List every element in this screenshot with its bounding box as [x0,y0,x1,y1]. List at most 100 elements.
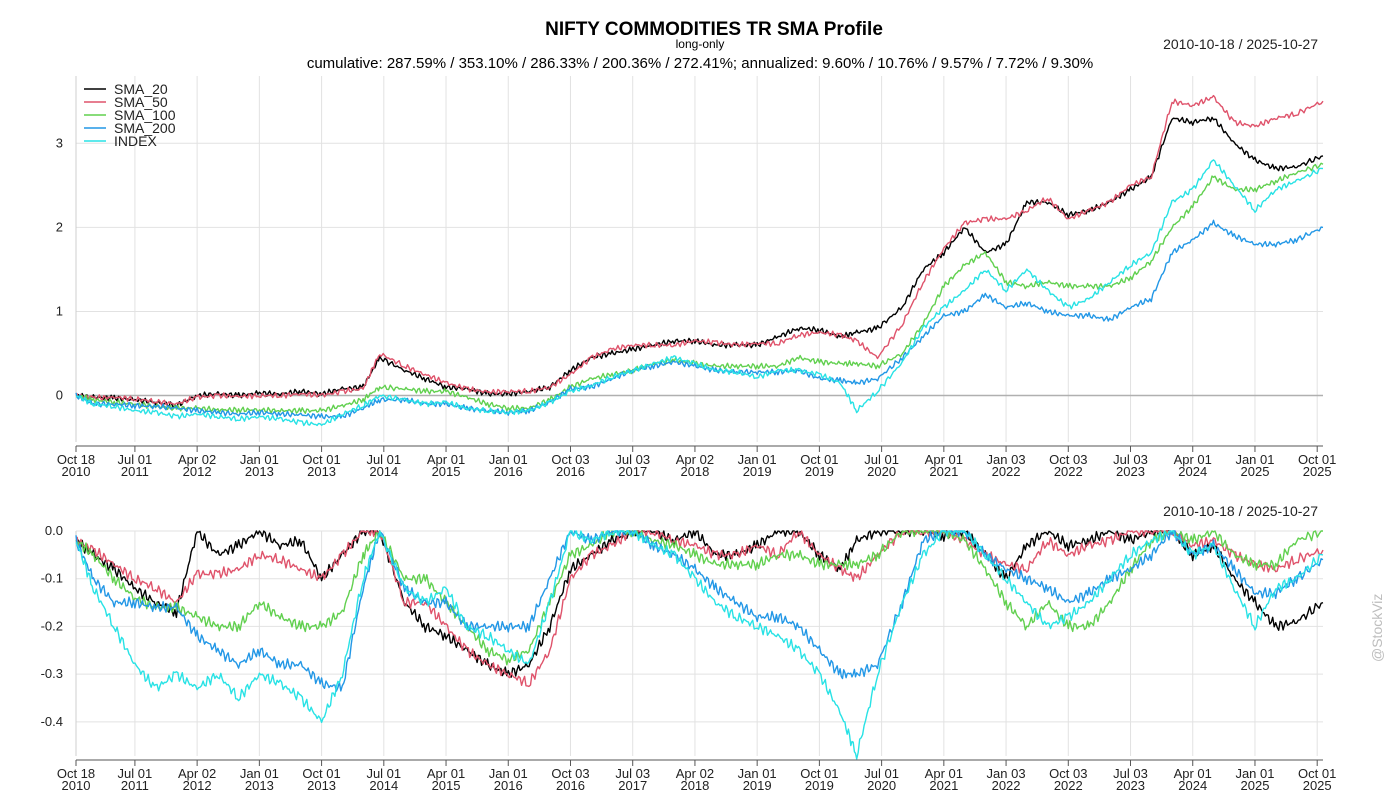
legend-label: SMA_50 [114,94,168,110]
x-tick-label: 2016 [556,464,585,479]
x-tick-label: 2018 [680,464,709,479]
x-tick-label: Jul 03 [615,452,650,467]
x-tick-label: 2024 [1178,464,1207,479]
series-line-index [75,159,1324,427]
x-tick-label: 2013 [307,778,336,793]
x-tick-label: 2016 [494,464,523,479]
x-tick-label: Oct 01 [302,766,340,781]
y-tick-label: 2 [56,219,63,234]
x-tick-label: 2022 [1054,778,1083,793]
x-tick-label: 2022 [992,464,1021,479]
x-tick-label: 2018 [680,778,709,793]
x-tick-label: Jan 01 [1235,452,1274,467]
x-tick-label: 2014 [369,464,398,479]
x-tick-label: 2019 [805,778,834,793]
legend-label: SMA_200 [114,120,176,136]
x-tick-label: Apr 01 [925,452,963,467]
x-tick-label: 2013 [245,464,274,479]
legend-label: SMA_100 [114,107,176,123]
bottom-date-range: 2010-10-18 / 2025-10-27 [1163,503,1318,519]
series-line-sma-20 [75,530,1324,678]
x-tick-label: 2023 [1116,464,1145,479]
y-tick-label: 3 [56,135,63,150]
x-tick-label: 2010 [62,778,91,793]
x-tick-label: Jul 03 [1113,452,1148,467]
x-tick-label: Apr 02 [178,452,216,467]
x-tick-label: Apr 01 [427,766,465,781]
x-tick-label: Oct 03 [1049,766,1087,781]
x-tick-label: 2020 [867,464,896,479]
watermark: @StockViz [1369,594,1385,662]
x-tick-label: Jan 01 [489,452,528,467]
x-tick-label: Oct 03 [551,452,589,467]
x-tick-label: 2023 [1116,778,1145,793]
x-tick-label: Jan 01 [240,766,279,781]
x-tick-label: Oct 01 [1298,766,1336,781]
x-tick-label: Jan 03 [987,766,1026,781]
legend-label: SMA_20 [114,81,168,97]
x-tick-label: Jul 01 [366,766,401,781]
x-tick-label: 2021 [929,778,958,793]
series-line-sma-200 [75,219,1324,420]
x-tick-label: Jul 01 [864,766,899,781]
x-tick-label: Apr 02 [676,766,714,781]
x-tick-label: Jan 03 [987,452,1026,467]
x-tick-label: 2019 [743,464,772,479]
x-tick-label: 2019 [743,778,772,793]
x-tick-label: 2021 [929,464,958,479]
x-tick-label: Jul 03 [1113,766,1148,781]
x-tick-label: 2016 [556,778,585,793]
x-tick-label: Oct 18 [57,452,95,467]
chart-subtitle: long-only [676,37,725,51]
x-tick-label: Oct 01 [1298,452,1336,467]
x-tick-label: 2011 [121,464,149,479]
x-tick-label: 2012 [183,464,212,479]
x-tick-label: Jan 01 [240,452,279,467]
x-tick-label: Oct 03 [1049,452,1087,467]
x-tick-label: 2024 [1178,778,1207,793]
x-tick-label: 2022 [992,778,1021,793]
x-tick-label: 2017 [618,778,647,793]
chart-title: NIFTY COMMODITIES TR SMA Profile [545,19,883,40]
series-line-sma-100 [75,162,1324,414]
x-tick-label: Apr 02 [676,452,714,467]
x-tick-label: Apr 01 [1174,452,1212,467]
series-line-sma-100 [75,530,1323,666]
y-tick-label: -0.1 [41,571,63,586]
chart-stats: cumulative: 287.59% / 353.10% / 286.33% … [307,55,1093,72]
x-tick-label: Oct 01 [800,766,838,781]
x-tick-label: 2015 [432,464,461,479]
x-tick-label: 2019 [805,464,834,479]
x-tick-label: Jan 01 [489,766,528,781]
x-tick-label: Apr 01 [427,452,465,467]
x-tick-label: Jul 01 [366,452,401,467]
x-tick-label: 2014 [369,778,398,793]
x-tick-label: Jul 01 [118,452,153,467]
x-tick-label: Oct 01 [800,452,838,467]
top-date-range: 2010-10-18 / 2025-10-27 [1163,36,1318,52]
x-tick-label: Jul 03 [615,766,650,781]
x-tick-label: Oct 01 [302,452,340,467]
x-tick-label: Jan 01 [738,766,777,781]
y-tick-label: 0 [56,388,63,403]
x-tick-label: Oct 18 [57,766,95,781]
x-tick-label: Jul 01 [118,766,153,781]
x-tick-label: Jan 01 [738,452,777,467]
y-tick-label: -0.4 [41,714,63,729]
y-tick-label: -0.2 [41,618,63,633]
series-line-index [75,530,1324,760]
x-tick-label: 2017 [618,464,647,479]
x-tick-label: Oct 03 [551,766,589,781]
y-tick-label: 1 [56,303,63,318]
x-tick-label: 2025 [1303,464,1332,479]
x-tick-label: 2025 [1241,778,1270,793]
series-line-sma-200 [75,530,1324,692]
y-tick-label: 0.0 [45,523,63,538]
x-tick-label: 2025 [1303,778,1332,793]
x-tick-label: 2010 [62,464,91,479]
y-tick-label: -0.3 [41,666,63,681]
